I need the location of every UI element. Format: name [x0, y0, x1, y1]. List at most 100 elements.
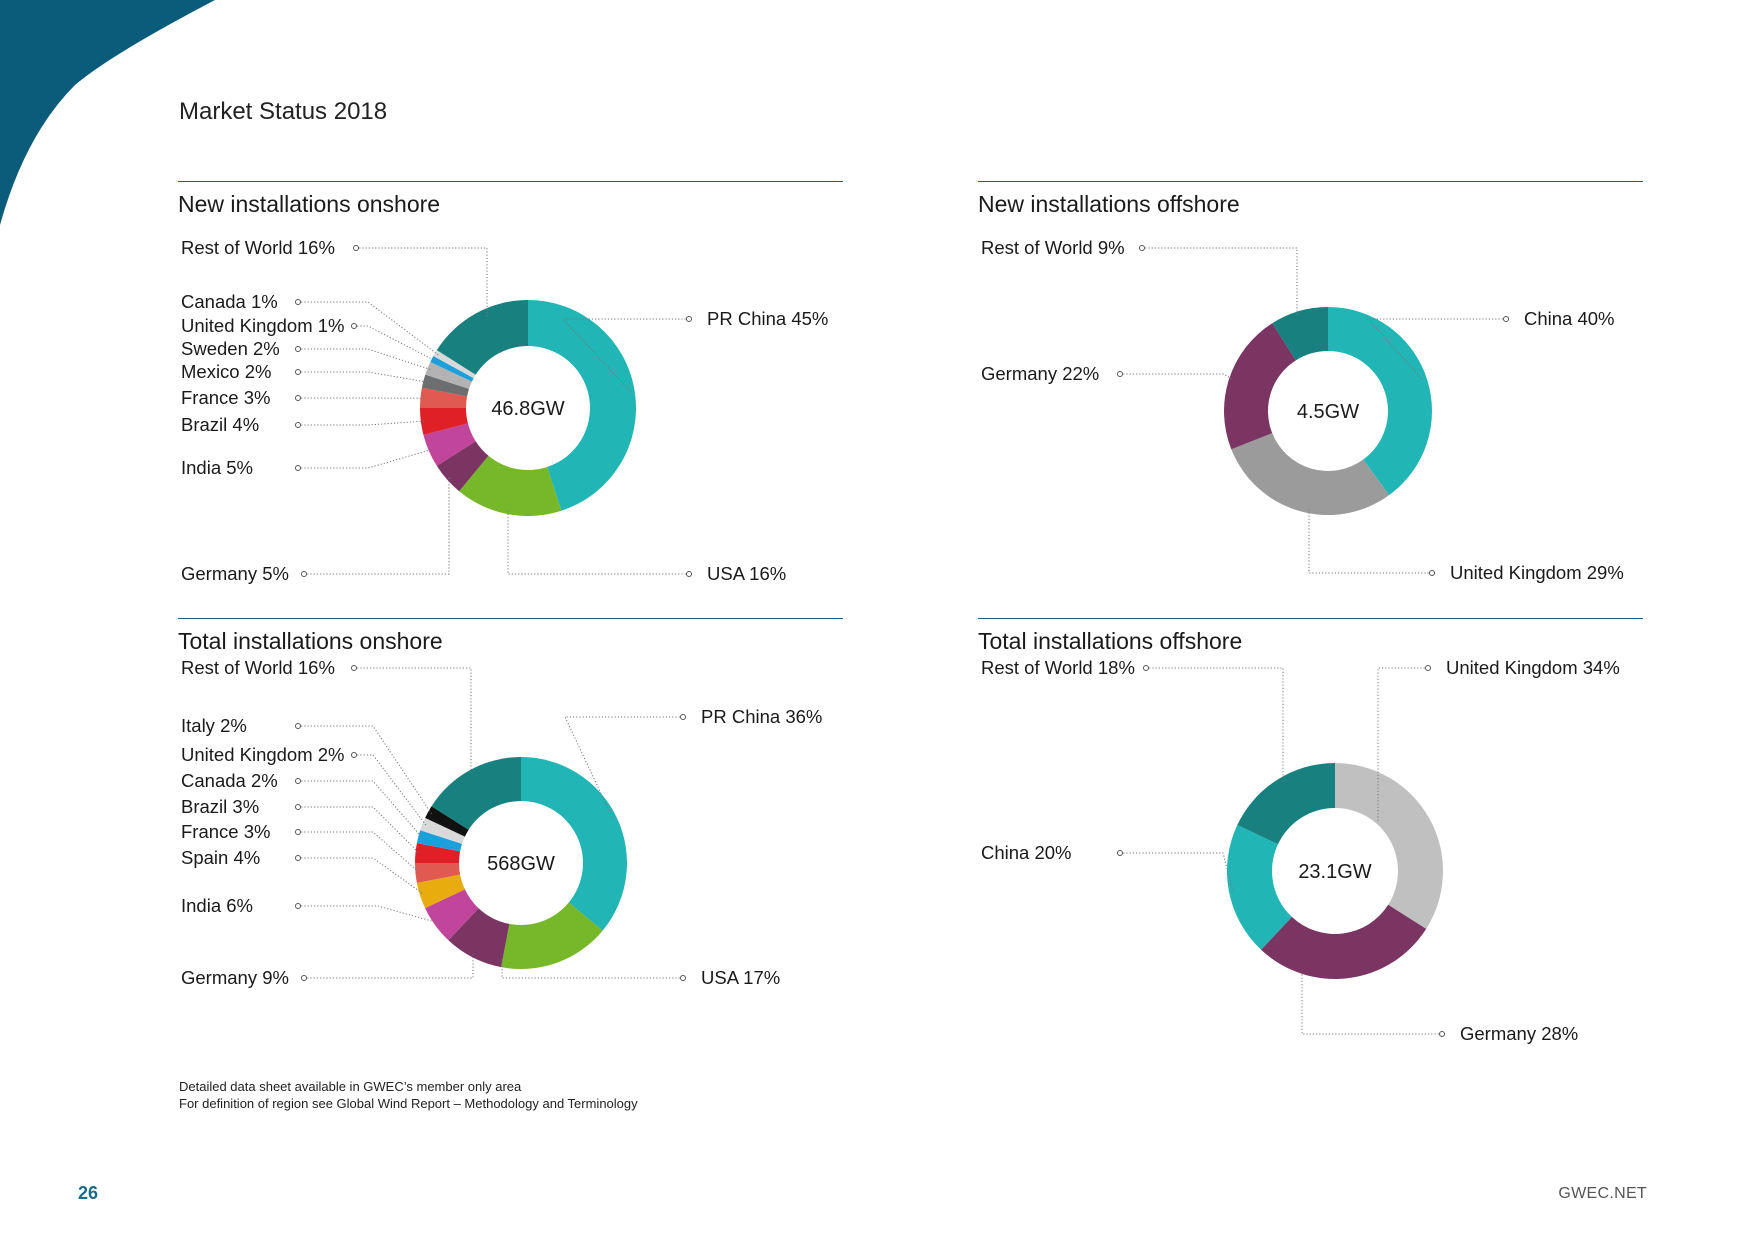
slice-label-pr-china: PR China 36% [701, 706, 822, 727]
leader-dot [301, 975, 307, 981]
chart-new-offshore: New installations offshore China 40% Unit… [978, 181, 1643, 601]
slice-label-mexico: Mexico 2% [181, 361, 271, 382]
slice-pr-china [528, 300, 637, 511]
footnote: For definition of region see Global Wind… [179, 1096, 638, 1111]
leader-line [298, 301, 439, 356]
chart-new-onshore: New installations onshore PR China 45% US… [178, 181, 843, 601]
slice-label-united-kingdom: United Kingdom 1% [181, 315, 345, 336]
footnote: Detailed data sheet available in GWEC’s … [179, 1079, 522, 1094]
leader-line [354, 754, 427, 826]
leader-line [298, 725, 433, 815]
slice-usa [459, 455, 562, 516]
page-title: Market Status 2018 [179, 98, 388, 125]
leader-dot [686, 571, 692, 577]
leader-line [304, 953, 474, 979]
chart-title: New installations offshore [978, 191, 1240, 217]
leader-line [561, 318, 689, 393]
slice-label-united-kingdom: United Kingdom 34% [1446, 657, 1620, 678]
leader-dot [1143, 665, 1149, 671]
corner-shape [0, 0, 215, 225]
leader-dot [295, 903, 301, 909]
leader-line [354, 325, 436, 362]
leader-dot [1429, 570, 1435, 576]
slice-germany [1224, 323, 1296, 450]
slice-pr-china [521, 757, 628, 931]
leader-line [304, 476, 450, 575]
slice-rest-of-world [436, 300, 528, 375]
slice-label-italy: Italy 2% [181, 715, 247, 736]
slice-labels: China 40% United Kingdom 29% Germany 22% Re… [981, 237, 1624, 583]
leader-line [1366, 318, 1506, 381]
slice-germany [448, 908, 510, 968]
leader-dot [1439, 1031, 1445, 1037]
slice-label-rest-of-world: Rest of World 16% [181, 237, 335, 258]
slice-germany [1261, 904, 1427, 979]
leader-dot [1117, 371, 1123, 377]
slice-label-rest-of-world: Rest of World 9% [981, 237, 1125, 258]
leader-dot [295, 422, 301, 428]
leader-dot [1425, 665, 1431, 671]
section-rule [178, 181, 843, 182]
slice-label-united-kingdom: United Kingdom 29% [1450, 562, 1624, 583]
leader-line [1142, 247, 1298, 315]
section-rule [978, 618, 1643, 619]
leader-dot [295, 465, 301, 471]
chart-title: Total installations onshore [178, 628, 443, 654]
chart-title: New installations onshore [178, 191, 441, 217]
leader-line [298, 780, 423, 838]
chart-title: Total installations offshore [978, 628, 1243, 654]
leader-line [1120, 852, 1234, 891]
slice-label-france: France 3% [181, 387, 270, 408]
slice-label-pr-china: PR China 45% [707, 308, 828, 329]
slice-labels: United Kingdom 34% Germany 28% China 20% Re… [981, 657, 1620, 1044]
slice-label-canada: Canada 2% [181, 770, 278, 791]
slice-united-kingdom [1335, 763, 1443, 929]
center-total-label: 568GW [487, 853, 555, 875]
slice-brazil [420, 408, 468, 435]
leader-dot [1139, 245, 1145, 251]
footer-website: GWEC.NET [1558, 1185, 1647, 1202]
leader-dot [295, 299, 301, 305]
leader-line [356, 247, 488, 317]
slice-label-united-kingdom: United Kingdom 2% [181, 744, 345, 765]
slice-canada [416, 830, 463, 852]
donut-slices [415, 757, 628, 969]
slice-mexico [421, 374, 470, 397]
leader-dot [295, 723, 301, 729]
slice-label-canada: Canada 1% [181, 291, 278, 312]
leader-dot [353, 245, 359, 251]
leader-lines [1117, 665, 1445, 1037]
slice-labels: PR China 36% USA 17% Germany 9% India 6% Spa… [181, 657, 822, 988]
leader-line [507, 510, 689, 575]
corner-decoration [0, 0, 215, 225]
slice-label-france: France 3% [181, 821, 270, 842]
slice-label-germany: Germany 22% [981, 363, 1099, 384]
slice-label-india: India 6% [181, 895, 253, 916]
leader-line [298, 831, 420, 873]
slice-label-china: China 20% [981, 842, 1072, 863]
leader-dot [1117, 850, 1123, 856]
leader-line [564, 716, 683, 820]
leader-line [1120, 373, 1234, 381]
slice-rest-of-world [431, 757, 521, 830]
section-rule [978, 181, 1643, 182]
donut-chart: United Kingdom 34% Germany 28% China 20% Re… [981, 657, 1620, 1044]
leader-dot [686, 316, 692, 322]
slice-china [1328, 307, 1432, 496]
leader-dot [295, 855, 301, 861]
leader-line [298, 420, 425, 426]
chart-total-onshore: Total installations onshore PR China 36%… [178, 618, 843, 1038]
slice-label-china: China 40% [1524, 308, 1615, 329]
slice-label-germany: Germany 28% [1460, 1023, 1578, 1044]
slice-germany [436, 441, 489, 492]
leader-dot [680, 975, 686, 981]
leader-dot [680, 714, 686, 720]
slice-canada [433, 350, 476, 379]
slice-label-brazil: Brazil 3% [181, 796, 259, 817]
leader-dot [295, 369, 301, 375]
section-rule [178, 618, 843, 619]
slice-label-rest-of-world: Rest of World 16% [181, 657, 335, 678]
donut-chart: PR China 45% USA 16% Germany 5% India 5% Bra… [181, 237, 828, 584]
slice-labels: PR China 45% USA 16% Germany 5% India 5% Bra… [181, 237, 828, 584]
leader-line [298, 448, 433, 469]
